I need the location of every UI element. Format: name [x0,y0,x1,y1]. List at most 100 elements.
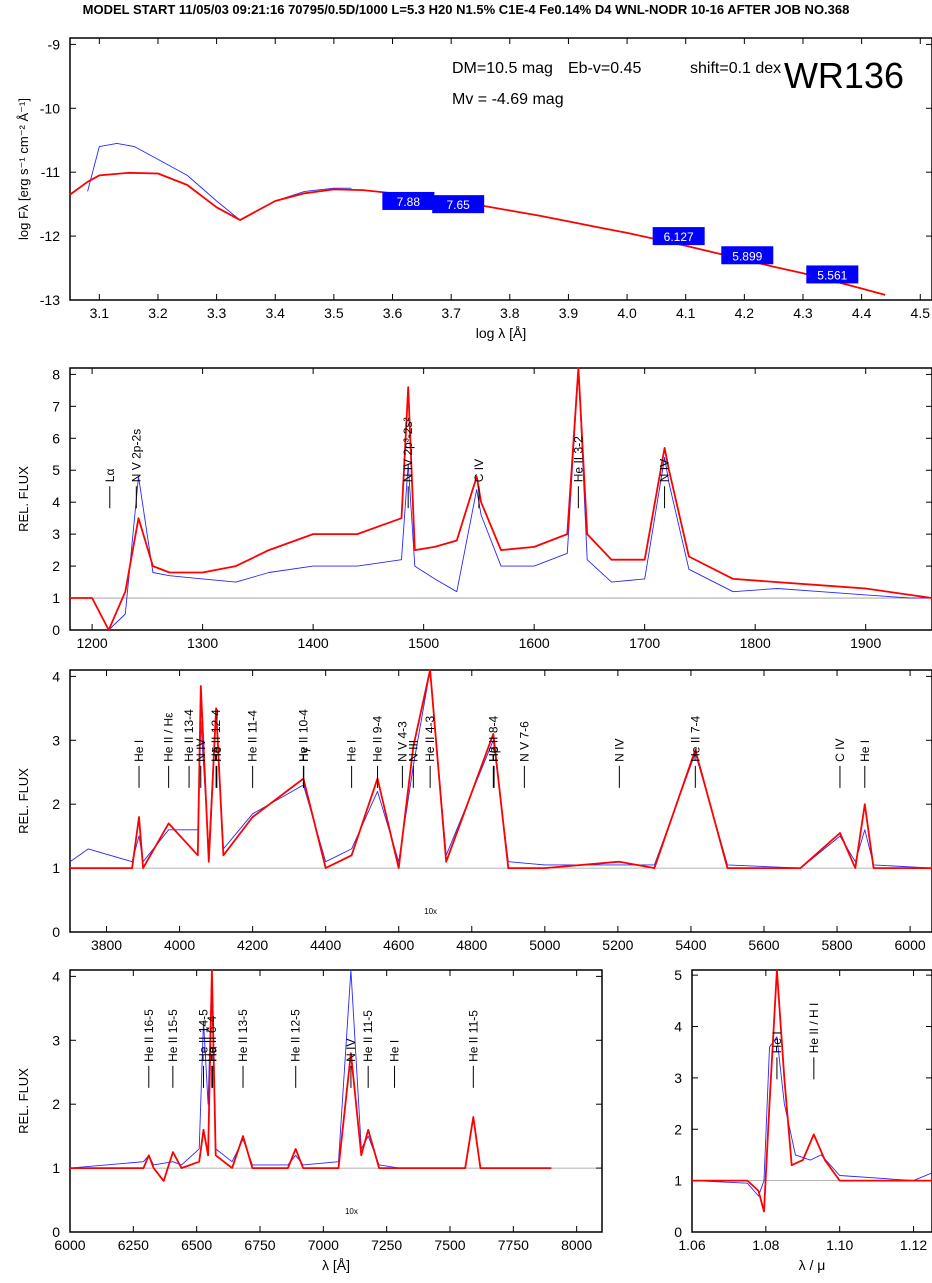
panel-ir: 1.06 1.08 1.10 1.12 0 1 2 3 4 5 λ / μ He I He II / H… [674,967,932,1273]
line-id-label: Hβ [487,746,501,762]
line-id-label: He I [770,1031,784,1053]
line-id-label: N IV [612,739,626,762]
plot-frame [69,969,603,1233]
observed-spectrum-line [691,1036,932,1197]
x-axis-label: log λ [Å] [476,325,527,341]
x-axis-label: λ [Å] [322,1257,350,1273]
x-tick-label: 7500 [434,1237,465,1253]
line-id-label: He II / H I [807,1003,821,1054]
y-axis-label: REL. FLUX [16,768,31,834]
inset-scale-label: 10x [345,1207,358,1216]
plot-frame [69,37,932,301]
line-id-label: He I [132,740,146,762]
y-tick-label: 5 [674,967,682,983]
line-id-label: He II 12-5 [289,1009,303,1062]
x-tick-label: 6000 [895,937,926,953]
panels: 3.1 3.2 3.3 3.4 3.5 3.6 3.7 3.8 3.9 4.0 4.1 4.2 4.3 4… [16,36,932,1273]
magnitude-box [806,265,859,284]
x-axis-label: λ / μ [799,1257,826,1273]
y-tick-label: 2 [674,1121,682,1137]
param-ebv: Eb-v=0.45 [568,60,641,77]
line-id-label: Lα [103,469,117,483]
line-id-label: N III [406,740,420,762]
y-tick-label: -11 [41,164,60,180]
y-tick-label: 8 [52,366,60,382]
y-tick-label: -13 [40,292,60,308]
y-tick-label: 4 [52,668,60,684]
x-tick-label: 7250 [371,1237,402,1253]
param-dm: DM=10.5 mag [452,60,553,77]
magnitude-box [652,227,705,246]
magnitude-box-label: 7.88 [397,195,421,209]
y-tick-label: 3 [52,526,60,542]
x-tick-label: 4000 [164,937,195,953]
star-title: WR136 [784,55,904,96]
x-tick-label: 5200 [602,937,633,953]
magnitude-box [382,191,435,210]
y-axis-label: REL. FLUX [16,466,31,532]
x-tick-label: 6000 [54,1237,85,1253]
plot-frame [69,367,932,631]
x-tick-label: 6750 [244,1237,275,1253]
line-id-label: He II 13-4 [182,709,196,762]
panel-uv: 1200 1300 1400 1500 1600 1700 1800 1900 0 1 2 3 4 5 6 7… [16,366,932,651]
x-tick-label: 3.8 [500,305,520,321]
x-tick-label: 7750 [498,1237,529,1253]
y-tick-label: 0 [674,1224,682,1240]
magnitude-box-label: 6.127 [664,230,694,244]
y-tick-label: 2 [52,1096,60,1112]
inset-scale-label: 10x [424,907,437,916]
line-id-label: He II 11-5 [361,1010,375,1062]
x-tick-label: 3.4 [266,305,286,321]
y-tick-label: -10 [40,100,60,116]
x-tick-label: 1.10 [826,1237,853,1253]
model-spectrum-line [70,367,932,631]
line-id-label: He II 15-5 [166,1009,180,1062]
x-tick-label: 4.5 [911,305,931,321]
magnitude-box-label: 5.899 [732,249,762,263]
x-tick-label: 1500 [408,635,439,651]
y-tick-label: 4 [52,968,60,984]
y-tick-label: -12 [40,228,60,244]
x-tick-label: 1900 [850,635,881,651]
observed-spectrum-line [87,142,352,221]
x-tick-label: 3.7 [441,305,461,321]
x-tick-label: 1200 [77,635,108,651]
x-tick-label: 1600 [519,635,550,651]
param-mv: Mv = -4.69 mag [452,91,564,108]
x-tick-label: 5400 [675,937,706,953]
observed-spectrum-line [69,969,400,1169]
x-tick-label: 1700 [629,635,660,651]
x-tick-label: 4.0 [617,305,637,321]
x-tick-label: 3.1 [90,305,110,321]
x-tick-label: 3.6 [383,305,403,321]
x-tick-label: 4.2 [735,305,755,321]
x-tick-label: 1.06 [678,1237,705,1253]
y-tick-label: 4 [52,494,60,510]
x-tick-label: 8000 [561,1237,592,1253]
line-id-label: He II 4-3 [423,716,437,762]
line-id-label: Hα [206,1046,220,1062]
y-tick-label: 3 [674,1070,682,1086]
x-tick-label: 4600 [383,937,414,953]
x-tick-label: 5600 [748,937,779,953]
y-tick-label: 2 [52,558,60,574]
x-tick-label: 1800 [740,635,771,651]
line-id-label: He II 11-4 [246,710,260,762]
x-tick-label: 5000 [529,937,560,953]
header-text: MODEL START 11/05/03 09:21:16 70795/0.5D… [83,2,850,17]
x-tick-label: 1300 [187,635,218,651]
model-spectrum-line [70,969,552,1182]
x-tick-label: 5800 [821,937,852,953]
y-tick-label: -9 [48,36,61,52]
line-id-label: He II / Hε [162,712,176,762]
magnitude-box [432,195,485,214]
y-tick-label: 4 [674,1019,682,1035]
x-tick-label: 4.1 [676,305,696,321]
y-tick-label: 0 [52,924,60,940]
line-id-label: He I [388,1040,402,1062]
line-id-label: He II 11-5 [466,1010,480,1062]
line-id-label: He II 3-2 [571,436,585,482]
